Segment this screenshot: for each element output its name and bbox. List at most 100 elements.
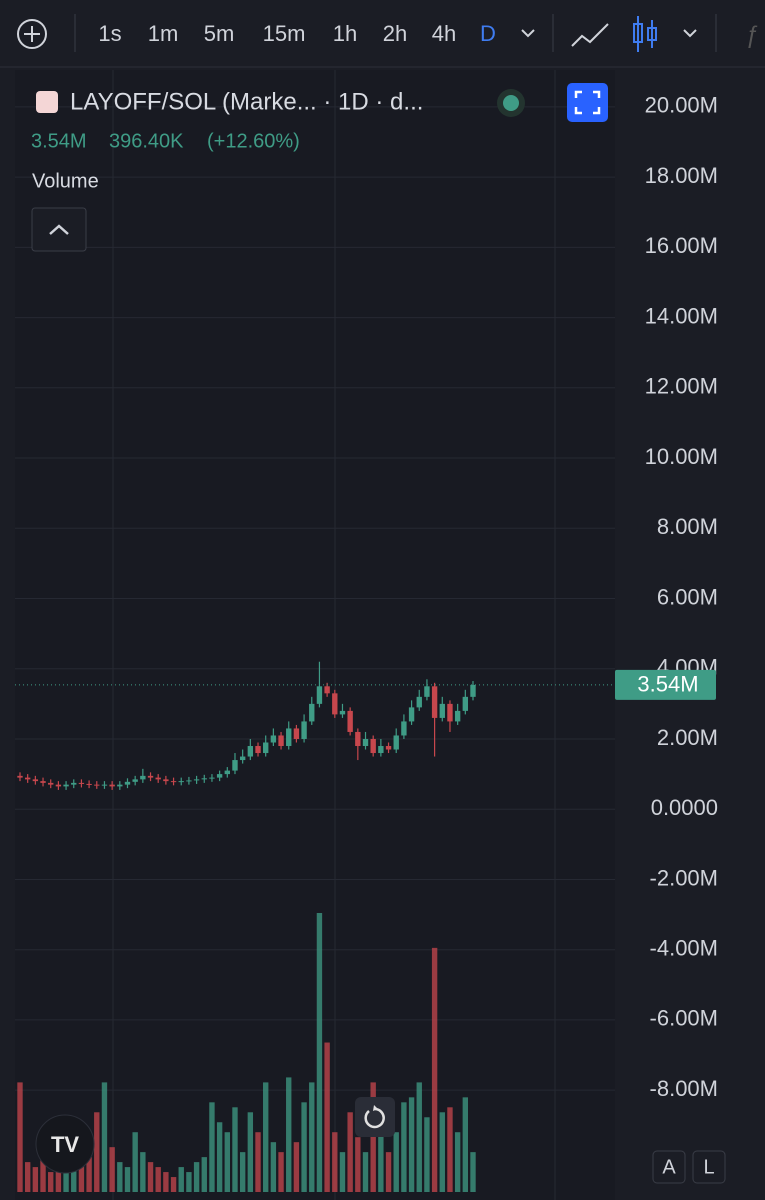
candle-body [424, 686, 430, 697]
candle-body [32, 779, 39, 782]
reset-button[interactable] [355, 1097, 395, 1137]
volume-bar [178, 1167, 184, 1192]
interval-button[interactable]: D [480, 21, 496, 46]
volume-bar [339, 1152, 346, 1192]
candle-body [385, 746, 392, 750]
volume-bar [416, 1082, 422, 1192]
scale-button[interactable] [652, 1150, 686, 1184]
y-tick-label: 2.00M [657, 725, 718, 750]
volume-bar [247, 1112, 254, 1192]
volume-bar [255, 1132, 261, 1192]
interval-button[interactable]: 4h [432, 21, 456, 46]
y-tick-label: 18.00M [645, 163, 718, 188]
volume-bar [239, 1152, 246, 1192]
interval-button[interactable]: 1h [333, 21, 357, 46]
candle-body [316, 686, 323, 704]
fullscreen-icon [574, 90, 601, 115]
volume-bar [101, 1082, 108, 1192]
scale-button-label: L [703, 1156, 714, 1178]
interval-button[interactable]: 1m [148, 21, 179, 46]
chart-pane [15, 70, 615, 1200]
candle-body [24, 777, 31, 780]
collapse-button[interactable] [31, 207, 87, 252]
volume-bar [109, 1147, 115, 1192]
candle-body [339, 710, 346, 715]
interval-button[interactable]: 2h [383, 21, 407, 46]
change: 396.40K [109, 130, 184, 152]
volume-bar [278, 1152, 284, 1192]
volume-bar [224, 1132, 230, 1192]
volume-bar [301, 1102, 307, 1192]
volume-bar [94, 1112, 100, 1192]
volume-bar [347, 1112, 353, 1192]
interval-button[interactable]: 1s [98, 21, 121, 46]
volume-bar [355, 1137, 361, 1192]
reset-icon [364, 1107, 385, 1129]
last-price-label: 3.54M [637, 672, 698, 697]
volume-bar [470, 1152, 476, 1192]
y-tick-label: 12.00M [645, 374, 718, 399]
line-style-button[interactable] [571, 23, 609, 47]
scale-button-label: A [662, 1156, 676, 1178]
volume-bar [447, 1107, 453, 1192]
candle-body [431, 686, 438, 718]
volume-bar [424, 1117, 430, 1192]
candle-body [224, 770, 230, 775]
price: 3.54M [31, 130, 87, 152]
candle-body [209, 777, 215, 779]
candle-body [393, 735, 399, 750]
candle-body [378, 746, 384, 754]
indicator-icon[interactable]: ƒ [745, 21, 758, 48]
candle-body [40, 781, 46, 783]
plot [15, 106, 615, 1192]
candle-style-button[interactable] [633, 16, 657, 52]
candle-body [362, 738, 369, 747]
volume-bar [454, 1132, 461, 1192]
tv-logo-text: TV [51, 1132, 79, 1157]
volume-bar [170, 1177, 177, 1192]
volume-bar [362, 1152, 369, 1192]
volume-bar [132, 1132, 138, 1192]
style-menu[interactable] [683, 29, 697, 38]
chart-title: LAYOFF/SOL (Marke... · 1D · d... [70, 88, 423, 115]
collapse-icon [49, 224, 69, 235]
volume-bar [209, 1102, 215, 1192]
scale-button[interactable] [692, 1150, 726, 1184]
interval-button[interactable]: 5m [204, 21, 235, 46]
candle-body [163, 779, 169, 782]
volume-bar [186, 1172, 192, 1192]
reset-arrow [373, 1105, 378, 1111]
candle-body [117, 784, 123, 787]
candle-body [332, 693, 338, 715]
token-icon [36, 91, 58, 113]
candle-body [263, 742, 269, 754]
volume-bar [378, 1132, 384, 1192]
add-button[interactable] [17, 19, 47, 49]
volume-bar [408, 1097, 415, 1192]
candle-body [86, 783, 92, 785]
volume-bar [439, 1112, 445, 1192]
tv-logo[interactable] [35, 1114, 95, 1174]
interval-menu[interactable] [521, 29, 535, 38]
volume-bar [401, 1102, 407, 1192]
y-tick-label: -2.00M [650, 865, 718, 890]
candle-body [370, 738, 376, 754]
y-tick-label: -6.00M [650, 1006, 718, 1031]
candle-body [216, 774, 223, 778]
candle-body [101, 784, 108, 786]
volume-bar [140, 1152, 146, 1192]
volume-bar [370, 1082, 376, 1192]
volume-bar [48, 1172, 54, 1192]
candle-body [286, 728, 292, 747]
candle-body [48, 782, 54, 785]
y-tick-label: 16.00M [645, 233, 718, 258]
volume-bar [270, 1142, 277, 1192]
interval-button[interactable]: 15m [263, 21, 306, 46]
candle-body [416, 696, 422, 708]
fullscreen-button[interactable] [567, 83, 608, 122]
candle-body [109, 784, 115, 787]
volume-bar [71, 1167, 77, 1192]
volume-bar [193, 1162, 200, 1192]
volume-bar [32, 1167, 39, 1192]
